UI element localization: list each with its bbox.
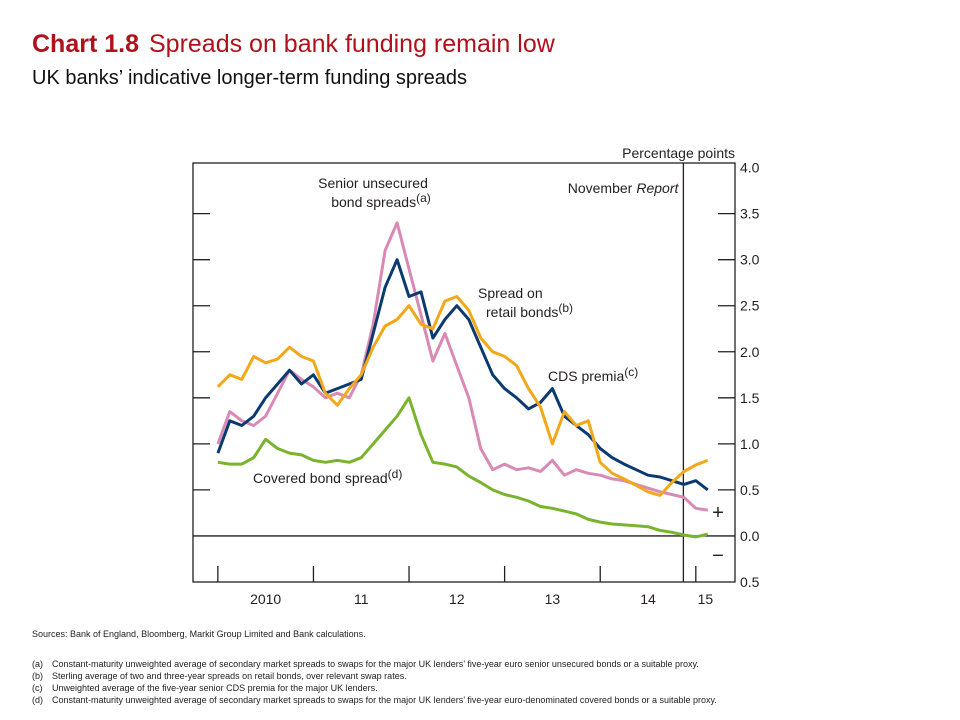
series-label-line: Covered bond spread bbox=[253, 470, 388, 486]
report-label-text: November bbox=[568, 180, 633, 196]
x-tick-label: 12 bbox=[449, 591, 465, 607]
footnote-text: Sterling average of two and three-year s… bbox=[52, 671, 407, 681]
y-axis-label: Percentage points bbox=[622, 145, 735, 161]
footnote-key: (d) bbox=[32, 695, 43, 705]
y-tick-label: 0.5 bbox=[740, 482, 760, 498]
footnote-key: (a) bbox=[32, 659, 43, 669]
footnote-key: (b) bbox=[32, 671, 43, 681]
series-label: Spread on bbox=[478, 285, 543, 301]
series-label: Senior unsecured bbox=[318, 175, 428, 191]
footnote-text: Constant-maturity unweighted average of … bbox=[52, 695, 717, 705]
footnotes: Sources: Bank of England, Bloomberg, Mar… bbox=[32, 629, 717, 705]
chart-title-text: Spreads on bank funding remain low bbox=[149, 30, 556, 58]
footnote-key: (c) bbox=[32, 683, 43, 693]
y-tick-label: 3.5 bbox=[740, 206, 760, 222]
series-label-line: Spread on bbox=[478, 285, 543, 301]
series-label-line: Senior unsecured bbox=[318, 175, 428, 191]
x-tick-label: 14 bbox=[640, 591, 656, 607]
series-label-line: CDS premia bbox=[548, 368, 624, 384]
x-tick-label: 13 bbox=[545, 591, 561, 607]
series-label: retail bonds(b) bbox=[486, 301, 573, 320]
footnote-text: Unweighted average of the five-year seni… bbox=[52, 683, 378, 693]
x-tick-label: 11 bbox=[354, 591, 369, 607]
series-label-note: (d) bbox=[388, 467, 403, 481]
y-tick-label: 4.0 bbox=[740, 160, 760, 176]
sign-label: + bbox=[712, 502, 724, 524]
series-label-note: (a) bbox=[416, 191, 431, 205]
series-line bbox=[216, 295, 709, 497]
series-label-note: (c) bbox=[624, 365, 638, 379]
footnote-text: Constant-maturity unweighted average of … bbox=[52, 659, 699, 669]
series-line bbox=[216, 258, 709, 492]
series-label-line: bond spreads bbox=[331, 194, 416, 210]
chart-number: Chart 1.8 bbox=[32, 30, 139, 58]
y-tick-label: 0.0 bbox=[740, 528, 760, 544]
series-label: bond spreads(a) bbox=[331, 191, 431, 210]
y-tick-label: 0.5 bbox=[740, 574, 760, 590]
series-line bbox=[217, 396, 709, 539]
y-tick-label: 3.0 bbox=[740, 252, 760, 268]
sources: Sources: Bank of England, Bloomberg, Mar… bbox=[32, 629, 366, 639]
y-tick-label: 2.5 bbox=[740, 298, 760, 314]
plot-frame bbox=[192, 162, 736, 583]
plot bbox=[193, 163, 735, 582]
report-label-italic: Report bbox=[636, 180, 679, 196]
x-tick-label: 2010 bbox=[250, 591, 281, 607]
series-label-note: (b) bbox=[558, 301, 573, 315]
series-label: Covered bond spread(d) bbox=[253, 467, 402, 486]
report-label: November Report bbox=[568, 180, 680, 196]
y-tick-label: 1.5 bbox=[740, 390, 760, 406]
series-label: CDS premia(c) bbox=[548, 365, 638, 384]
y-tick-label: 1.0 bbox=[740, 436, 760, 452]
series-label-line: retail bonds bbox=[486, 304, 558, 320]
chart-subtitle: UK banks’ indicative longer-term funding… bbox=[32, 67, 467, 89]
y-tick-label: 2.0 bbox=[740, 344, 760, 360]
chart-title: Chart 1.8 Spreads on bank funding remain … bbox=[32, 30, 556, 58]
sign-label: − bbox=[712, 545, 724, 567]
x-tick-label: 15 bbox=[698, 591, 714, 607]
